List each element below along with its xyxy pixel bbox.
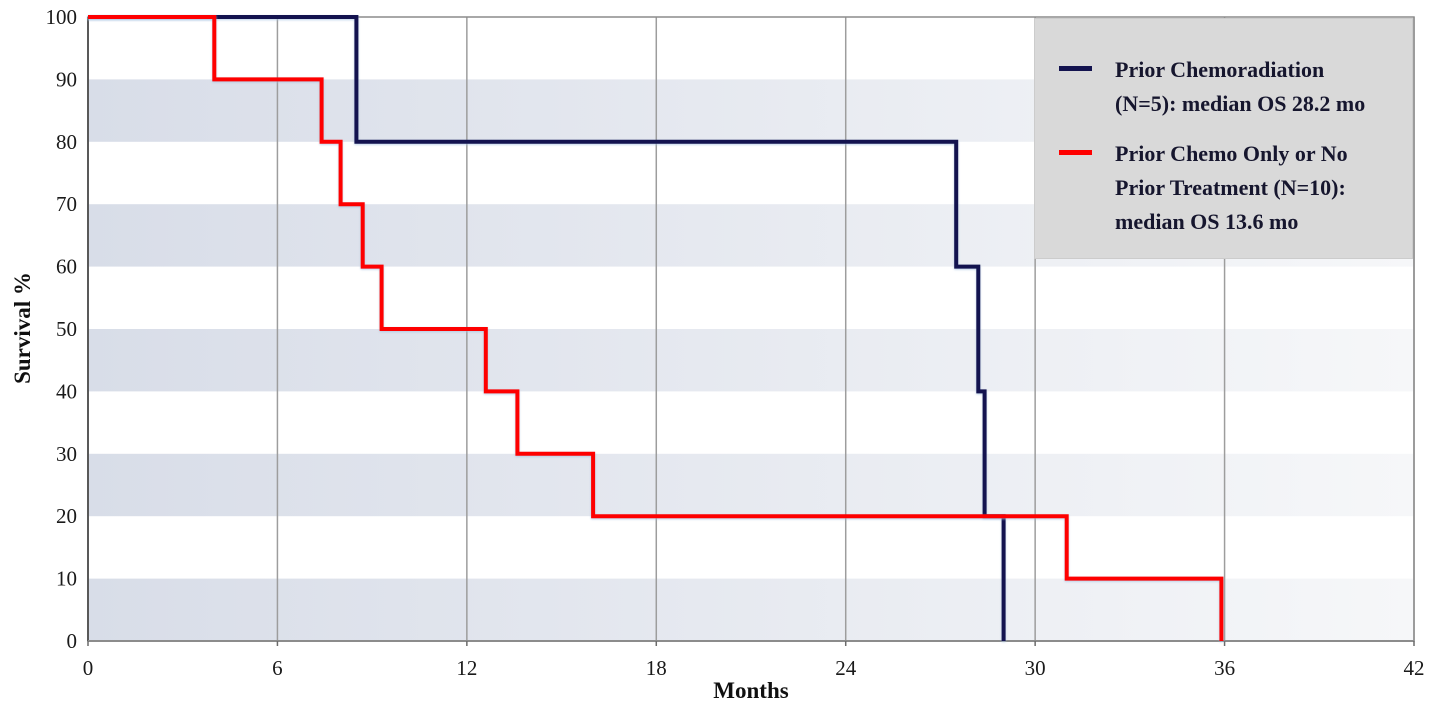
legend: Prior Chemoradiation (N=5): median OS 28.… bbox=[1034, 18, 1413, 259]
legend-swatch-prior-chemo-only-or-no-prior-treatment bbox=[1059, 150, 1092, 155]
x-tick-label: 6 bbox=[272, 656, 283, 680]
legend-label-line: median OS 13.6 mo bbox=[1115, 209, 1299, 234]
x-tick-label: 0 bbox=[83, 656, 94, 680]
y-tick-label: 0 bbox=[67, 629, 78, 653]
y-tick-label: 30 bbox=[56, 442, 77, 466]
legend-label-prior-chemo-only-or-no-prior-treatment: Prior Chemo Only or No Prior Treatment (N… bbox=[1115, 137, 1348, 239]
y-tick-label: 50 bbox=[56, 317, 77, 341]
x-axis-title: Months bbox=[713, 678, 789, 703]
y-tick-label: 100 bbox=[46, 5, 78, 29]
legend-label-line: Prior Treatment (N=10): bbox=[1115, 175, 1346, 200]
km-curve-prior-chemo-only-or-no-prior-treatment bbox=[88, 15, 1224, 641]
legend-label-line: (N=5): median OS 28.2 mo bbox=[1115, 91, 1366, 116]
y-tick-label: 10 bbox=[56, 567, 77, 591]
y-tick-label: 40 bbox=[56, 379, 77, 403]
x-tick-label: 24 bbox=[835, 656, 857, 680]
legend-label-prior-chemoradiation: Prior Chemoradiation (N=5): median OS 28.… bbox=[1115, 53, 1365, 121]
zebra-band bbox=[88, 453, 1414, 517]
legend-item-prior-chemo-only-or-no-prior-treatment: Prior Chemo Only or No Prior Treatment (N… bbox=[1059, 137, 1404, 239]
y-tick-label: 90 bbox=[56, 67, 77, 91]
zebra-band bbox=[88, 329, 1414, 392]
y-tick-label: 70 bbox=[56, 192, 77, 216]
x-tick-label: 30 bbox=[1025, 656, 1046, 680]
x-tick-label: 18 bbox=[646, 656, 667, 680]
x-tick-label: 42 bbox=[1404, 656, 1425, 680]
x-tick-label: 36 bbox=[1214, 656, 1235, 680]
zebra-band bbox=[88, 578, 1414, 641]
y-tick-label: 80 bbox=[56, 130, 77, 154]
legend-item-prior-chemoradiation: Prior Chemoradiation (N=5): median OS 28.… bbox=[1059, 53, 1404, 121]
y-axis-title: Survival % bbox=[10, 272, 35, 384]
legend-swatch-prior-chemoradiation bbox=[1059, 66, 1092, 71]
y-tick-label: 20 bbox=[56, 504, 77, 528]
y-tick-label: 60 bbox=[56, 255, 77, 279]
legend-label-line: Prior Chemo Only or No bbox=[1115, 141, 1348, 166]
legend-label-line: Prior Chemoradiation bbox=[1115, 57, 1325, 82]
x-tick-label: 12 bbox=[456, 656, 477, 680]
